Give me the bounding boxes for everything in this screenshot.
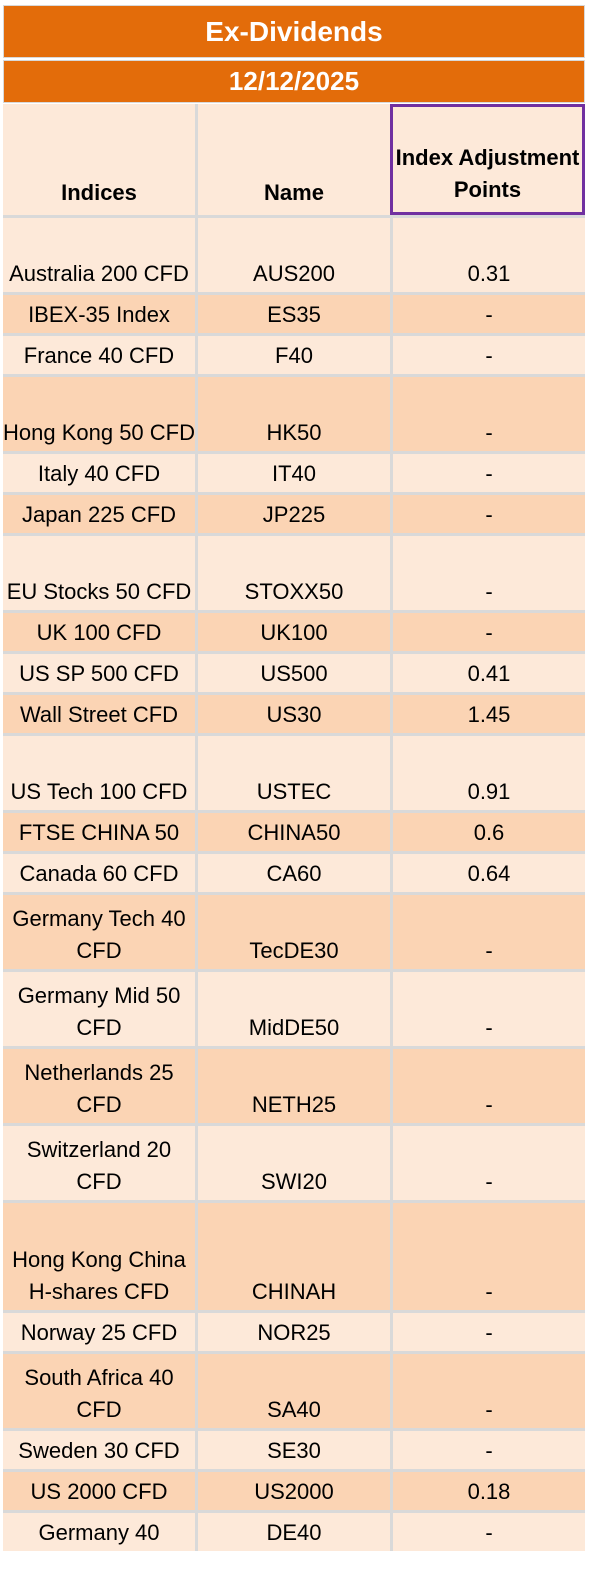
name-cell: US2000: [195, 1472, 390, 1510]
name-cell: NETH25: [195, 1049, 390, 1123]
index-cell: EU Stocks 50 CFD: [6, 579, 192, 604]
name-cell: TecDE30: [195, 895, 390, 969]
index-cell: IBEX-35 Index: [28, 302, 170, 327]
points-cell: 0.18: [390, 1472, 585, 1510]
points-cell: 0.41: [390, 654, 585, 692]
table-row: Australia 200 CFD AUS200 0.31: [3, 215, 585, 292]
index-cell: Germany Tech 40 CFD: [12, 906, 186, 963]
table-row: Germany Tech 40 CFD TecDE30-: [3, 892, 585, 969]
table-row: US 2000 CFD US2000 0.18: [3, 1469, 585, 1510]
table-row: Sweden 30 CFD SE30-: [3, 1428, 585, 1469]
points-cell: 0.64: [390, 854, 585, 892]
points-cell: -: [390, 1354, 585, 1428]
index-cell: Wall Street CFD: [19, 702, 179, 727]
index-cell: France 40 CFD: [23, 343, 175, 368]
index-cell: Germany Mid 50 CFD: [17, 983, 181, 1040]
index-cell: Hong Kong China H-shares CFD: [12, 1247, 186, 1304]
table-row: Germany 40 DE40-: [3, 1510, 585, 1551]
name-cell: US500: [195, 654, 390, 692]
points-cell: 0.91: [390, 736, 585, 810]
name-cell: SWI20: [195, 1126, 390, 1200]
points-cell: -: [390, 495, 585, 533]
table-row: UK 100 CFD UK100-: [3, 610, 585, 651]
name-cell: IT40: [195, 454, 390, 492]
index-cell: US SP 500 CFD: [19, 661, 179, 686]
table-row: EU Stocks 50 CFD STOXX50-: [3, 533, 585, 610]
name-cell: ES35: [195, 295, 390, 333]
column-header-indices: Indices: [61, 180, 137, 205]
points-cell: -: [390, 1203, 585, 1310]
table-row: Wall Street CFD US30 1.45: [3, 692, 585, 733]
name-cell: AUS200: [195, 218, 390, 292]
index-cell: South Africa 40 CFD: [24, 1365, 174, 1422]
index-cell: Norway 25 CFD: [20, 1320, 178, 1345]
name-cell: USTEC: [195, 736, 390, 810]
table-date: 12/12/2025: [3, 60, 585, 103]
name-cell: CA60: [195, 854, 390, 892]
name-cell: DE40: [195, 1513, 390, 1551]
table-row: Netherlands 25 CFD NETH25-: [3, 1046, 585, 1123]
index-cell: Australia 200 CFD: [9, 261, 189, 286]
points-cell: -: [390, 536, 585, 610]
column-header-adjustment: Index Adjustment Points: [390, 104, 585, 215]
table-row: Norway 25 CFD NOR25-: [3, 1310, 585, 1351]
points-cell: -: [390, 295, 585, 333]
table-row: Japan 225 CFD JP225-: [3, 492, 585, 533]
index-cell: Italy 40 CFD: [37, 461, 161, 486]
points-cell: 0.6: [390, 813, 585, 851]
points-cell: -: [390, 1431, 585, 1469]
table-body: Australia 200 CFD AUS200 0.31 IBEX-35 Index…: [3, 215, 585, 1551]
name-cell: HK50: [195, 377, 390, 451]
table-row: US Tech 100 CFD USTEC 0.91: [3, 733, 585, 810]
points-cell: -: [390, 454, 585, 492]
points-cell: -: [390, 1049, 585, 1123]
name-cell: CHINA50: [195, 813, 390, 851]
table-row: IBEX-35 Index ES35-: [3, 292, 585, 333]
name-cell: SA40: [195, 1354, 390, 1428]
index-cell: Sweden 30 CFD: [18, 1438, 180, 1463]
index-cell: Hong Kong 50 CFD: [3, 420, 195, 445]
index-cell: UK 100 CFD: [36, 620, 162, 645]
column-header-name: Name: [195, 104, 390, 215]
index-cell: Switzerland 20 CFD: [26, 1137, 172, 1194]
table-row: Hong Kong China H-shares CFD CHINAH -: [3, 1200, 585, 1310]
points-cell: -: [390, 1313, 585, 1351]
table-header: Indices Name Index Adjustment Points: [3, 104, 585, 215]
name-cell: UK100: [195, 613, 390, 651]
name-cell: CHINAH: [195, 1203, 390, 1310]
index-cell: Canada 60 CFD: [19, 861, 179, 886]
table-row: Germany Mid 50 CFD MidDE50-: [3, 969, 585, 1046]
index-cell: Germany 40: [38, 1520, 160, 1545]
points-cell: -: [390, 1126, 585, 1200]
name-cell: SE30: [195, 1431, 390, 1469]
points-cell: -: [390, 336, 585, 374]
table-row: Italy 40 CFD IT40-: [3, 451, 585, 492]
table-row: South Africa 40 CFD SA40-: [3, 1351, 585, 1428]
points-cell: -: [390, 613, 585, 651]
points-cell: 1.45: [390, 695, 585, 733]
table-row: FTSE CHINA 50 CHINA50 0.6: [3, 810, 585, 851]
table-row: Hong Kong 50 CFD HK50-: [3, 374, 585, 451]
points-cell: -: [390, 1513, 585, 1551]
name-cell: F40: [195, 336, 390, 374]
points-cell: -: [390, 377, 585, 451]
index-cell: US 2000 CFD: [30, 1479, 168, 1504]
table-row: Canada 60 CFD CA60 0.64: [3, 851, 585, 892]
index-cell: Netherlands 25 CFD: [24, 1060, 174, 1117]
points-cell: 0.31: [390, 218, 585, 292]
table-row: US SP 500 CFD US500 0.41: [3, 651, 585, 692]
index-cell: US Tech 100 CFD: [10, 779, 188, 804]
name-cell: US30: [195, 695, 390, 733]
table-row: Switzerland 20 CFD SWI20-: [3, 1123, 585, 1200]
index-cell: Japan 225 CFD: [21, 502, 177, 527]
index-cell: FTSE CHINA 50: [18, 820, 180, 845]
points-cell: -: [390, 895, 585, 969]
name-cell: STOXX50: [195, 536, 390, 610]
name-cell: MidDE50: [195, 972, 390, 1046]
table-row: France 40 CFD F40-: [3, 333, 585, 374]
table-title: Ex-Dividends: [3, 5, 585, 58]
points-cell: -: [390, 972, 585, 1046]
name-cell: NOR25: [195, 1313, 390, 1351]
name-cell: JP225: [195, 495, 390, 533]
